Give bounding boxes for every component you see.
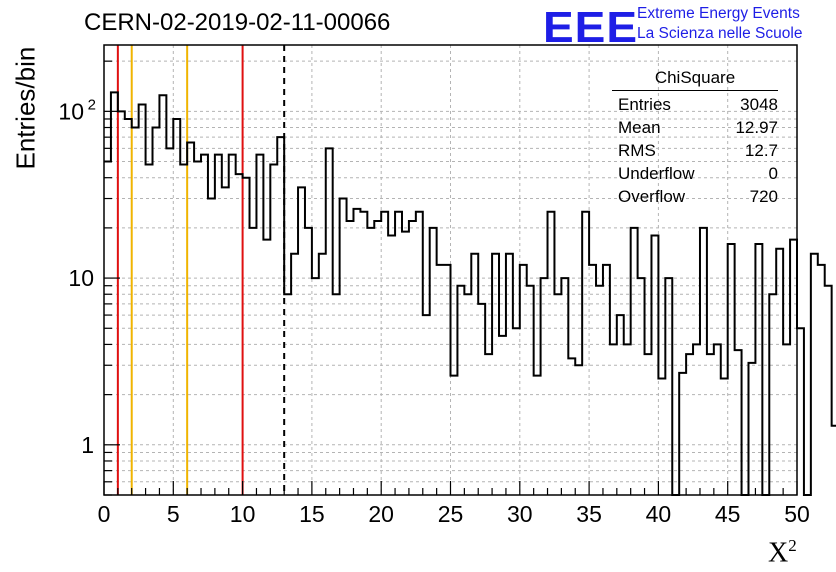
axis-ticks xyxy=(103,60,798,496)
x-tick-label: 25 xyxy=(438,501,464,527)
stats-value: 12.7 xyxy=(744,141,778,160)
x-tick-label: 40 xyxy=(646,501,672,527)
eee-logo: EEE xyxy=(543,2,639,52)
y-tick-label: 10 xyxy=(58,98,84,124)
stats-value: 0 xyxy=(768,164,778,183)
stats-label: RMS xyxy=(618,141,656,160)
brand-line-1: Extreme Energy Events xyxy=(637,5,800,22)
stats-box: ChiSquare Entries 3048 Mean 12.97 RMS 12.7 … xyxy=(612,68,778,208)
y-axis-label: Entries/bin xyxy=(10,46,41,170)
stats-label: Underflow xyxy=(618,164,695,183)
stats-row-underflow: Underflow 0 xyxy=(612,162,778,185)
stats-value: 12.97 xyxy=(735,118,778,137)
x-tick-label: 20 xyxy=(368,501,394,527)
x-tick-label: 30 xyxy=(507,501,533,527)
chart-title: CERN-02-2019-02-11-00066 xyxy=(84,9,391,36)
y-tick-label: 10 xyxy=(68,265,94,291)
reference-lines xyxy=(116,45,286,495)
x-axis-label-exponent: 2 xyxy=(788,536,797,555)
stats-histogram-name: ChiSquare xyxy=(612,68,778,91)
grid-lines xyxy=(104,45,797,496)
stats-value: 3048 xyxy=(740,95,778,114)
x-tick-label: 15 xyxy=(299,501,325,527)
brand-line-2: La Scienza nelle Scuole xyxy=(637,25,803,42)
y-tick-label-exponent: 2 xyxy=(88,96,96,113)
x-tick-label: 35 xyxy=(576,501,602,527)
x-tick-label: 10 xyxy=(230,501,256,527)
x-tick-label: 0 xyxy=(98,501,111,527)
stats-row-mean: Mean 12.97 xyxy=(612,116,778,139)
x-axis-label-base: X xyxy=(768,537,789,569)
stats-label: Mean xyxy=(618,118,661,137)
stats-label: Entries xyxy=(618,95,671,114)
x-tick-label: 50 xyxy=(784,501,810,527)
y-tick-label: 1 xyxy=(81,432,94,458)
eee-brand-text: Extreme Energy Events La Scienza nelle S… xyxy=(637,4,802,44)
stats-row-overflow: Overflow 720 xyxy=(612,185,778,208)
histogram-series xyxy=(104,91,836,496)
x-axis-label: X2 xyxy=(768,536,797,569)
stats-row-rms: RMS 12.7 xyxy=(612,139,778,162)
stats-label: Overflow xyxy=(618,187,686,206)
stats-value: 720 xyxy=(749,187,778,206)
x-tick-label: 5 xyxy=(167,501,180,527)
x-tick-label: 45 xyxy=(715,501,741,527)
stats-row-entries: Entries 3048 xyxy=(612,93,778,116)
